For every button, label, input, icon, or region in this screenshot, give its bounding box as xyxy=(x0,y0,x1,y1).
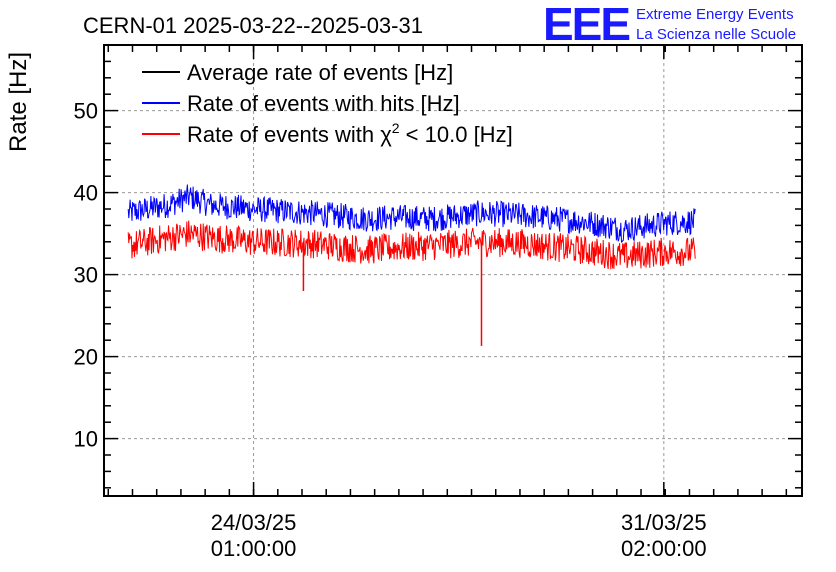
eee-logo: EEE Extreme Energy Events La Scienza nel… xyxy=(543,0,796,50)
eee-logo-mark: EEE xyxy=(543,0,629,50)
legend-entry-chi2: Rate of events with χ2 < 10.0 [Hz] xyxy=(187,120,513,147)
data-series xyxy=(127,184,696,346)
y-tick-label: 30 xyxy=(74,263,98,288)
x-tick-label-time: 01:00:00 xyxy=(211,536,297,561)
legend: Average rate of events [Hz] Rate of even… xyxy=(142,60,513,147)
x-tick-label-date: 31/03/25 xyxy=(621,510,707,535)
chart-title: CERN-01 2025-03-22--2025-03-31 xyxy=(83,13,423,38)
x-tick-label-date: 24/03/25 xyxy=(211,510,297,535)
y-axis-label: Rate [Hz] xyxy=(5,52,32,152)
legend-entry-hits: Rate of events with hits [Hz] xyxy=(187,91,460,116)
legend-chi2-suffix: < 10.0 [Hz] xyxy=(400,122,513,147)
series-chi2-line xyxy=(127,220,696,270)
legend-entry-average: Average rate of events [Hz] xyxy=(187,60,453,85)
axis-ticks xyxy=(104,44,802,496)
legend-chi2-prefix: Rate of events with χ xyxy=(187,122,392,147)
legend-chi2-superscript: 2 xyxy=(392,120,400,136)
y-tick-label: 40 xyxy=(74,181,98,206)
eee-logo-line1: Extreme Energy Events xyxy=(636,6,794,23)
eee-logo-line2: La Scienza nelle Scuole xyxy=(636,26,796,43)
plot-frame xyxy=(103,44,803,497)
y-tick-label: 10 xyxy=(74,427,98,452)
series-hits-line xyxy=(127,184,696,243)
y-tick-label: 20 xyxy=(74,345,98,370)
x-tick-label-time: 02:00:00 xyxy=(621,536,707,561)
grid xyxy=(104,45,802,496)
y-tick-label: 50 xyxy=(74,99,98,124)
